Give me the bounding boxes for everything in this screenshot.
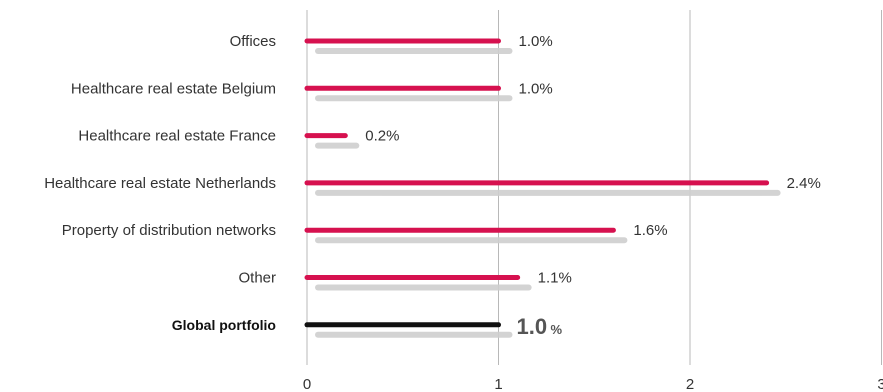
category-label: Healthcare real estate France — [78, 128, 276, 145]
grid-lines — [306, 10, 882, 365]
labels: Offices 1.0% Healthcare real estate Belgiu… — [44, 33, 821, 339]
data-label: 2.4% — [787, 175, 821, 192]
global-data-value-label: 1.0 — [517, 314, 548, 339]
global-category-label: Global portfolio — [172, 317, 276, 333]
data-label: 0.2% — [365, 128, 399, 145]
global-data-unit-label: % — [551, 322, 563, 337]
category-label: Healthcare real estate Belgium — [71, 80, 276, 97]
bars — [304, 38, 770, 328]
category-label: Healthcare real estate Netherlands — [44, 175, 276, 192]
x-tick-label: 3 — [877, 376, 883, 392]
data-label: 1.6% — [633, 222, 667, 239]
category-label: Other — [238, 270, 276, 287]
data-label: 1.0% — [519, 33, 553, 50]
x-tick-label: 0 — [303, 376, 311, 392]
category-label: Offices — [230, 33, 276, 50]
data-label: 1.0% — [519, 80, 553, 97]
x-axis-ticks: 0 1 2 3 — [303, 376, 883, 392]
category-label: Property of distribution networks — [62, 222, 276, 239]
bar-shadows — [315, 48, 781, 338]
x-tick-label: 1 — [494, 376, 502, 392]
data-label: 1.1% — [538, 270, 572, 287]
x-tick-label: 2 — [686, 376, 694, 392]
